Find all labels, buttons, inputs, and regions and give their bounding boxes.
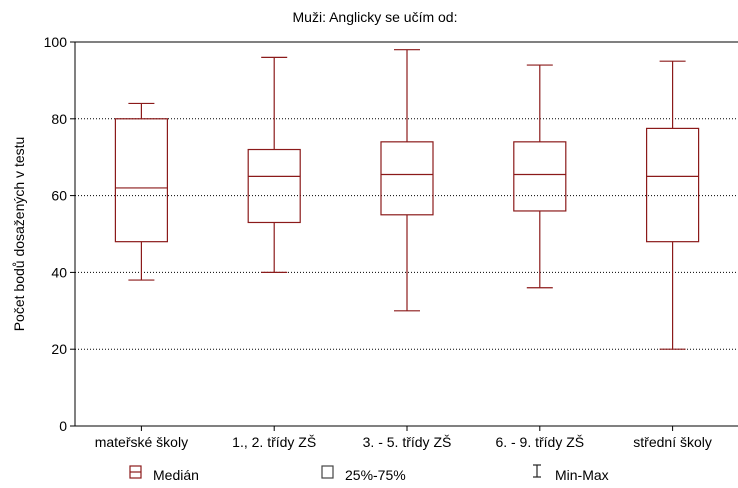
box-icon [321, 465, 334, 479]
y-axis-ticks: 0 20 40 60 80 100 [44, 34, 75, 434]
box-series [114, 49, 700, 350]
x-axis-ticks: mateřské školy 1., 2. třídy ZŠ 3. - 5. tří… [95, 426, 712, 450]
legend-label: Medián [153, 467, 199, 483]
x-tick-label: 1., 2. třídy ZŠ [232, 434, 316, 450]
iqr-box [645, 127, 700, 243]
x-tick-label: 6. - 9. třídy ZŠ [495, 434, 584, 450]
median-box-icon [129, 465, 142, 479]
y-tick-label: 0 [59, 418, 67, 434]
iqr-box [114, 118, 169, 243]
legend-label: Min-Max [555, 467, 609, 483]
box-group [380, 49, 434, 312]
y-tick-label: 40 [51, 264, 67, 280]
iqr-box [513, 141, 567, 212]
chart-title: Muži: Anglicky se učím od: [293, 9, 458, 25]
iqr-box [380, 141, 434, 216]
box-group [513, 64, 567, 289]
legend-label: 25%-75% [345, 467, 406, 483]
y-tick-label: 80 [51, 111, 67, 127]
y-tick-label: 60 [51, 188, 67, 204]
y-tick-label: 20 [51, 341, 67, 357]
box-group [114, 102, 169, 281]
legend-box [321, 465, 334, 479]
x-tick-label: střední školy [633, 434, 712, 450]
box-group [247, 56, 301, 273]
x-tick-label: mateřské školy [95, 434, 188, 450]
y-axis-label: Počet bodů dosažených v testu [11, 137, 27, 332]
box-group [645, 60, 700, 350]
whisker-icon [533, 464, 541, 478]
legend: Medián 25%-75% Min-Max [129, 464, 609, 483]
iqr-box [247, 148, 301, 224]
x-tick-label: 3. - 5. třídy ZŠ [363, 434, 452, 450]
y-tick-label: 100 [44, 34, 68, 50]
